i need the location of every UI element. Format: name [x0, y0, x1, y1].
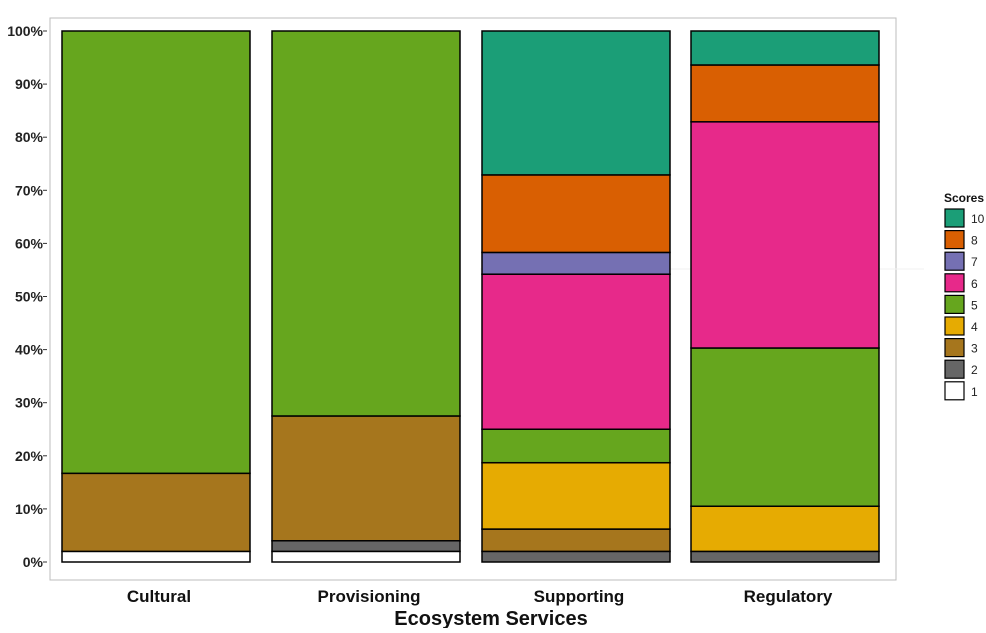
y-tick-label: 20%	[15, 448, 44, 464]
legend-key-score-10	[944, 208, 965, 228]
y-tick-label: 50%	[15, 289, 44, 305]
bar-segment-supporting-score-3	[481, 528, 671, 553]
bar-segment-provisioning-score-3	[271, 415, 461, 542]
bars-group	[61, 30, 880, 563]
x-axis: Cultural Provisioning Supporting Regulatory	[127, 587, 833, 606]
legend-key-score-1	[944, 381, 965, 401]
bar-segment-supporting-score-6	[481, 273, 671, 430]
bar-segment-supporting-score-5	[481, 428, 671, 464]
y-tick-label: 40%	[15, 342, 44, 358]
bar-segment-regulatory-score-6	[690, 121, 880, 349]
bar-segment-provisioning-score-5	[271, 30, 461, 417]
legend-label-score-8: 8	[971, 234, 978, 248]
bar-segment-regulatory-score-8	[690, 64, 880, 123]
y-tick-label: 100%	[7, 23, 43, 39]
bar-segment-regulatory-score-10	[690, 30, 880, 66]
bar-segment-cultural-score-3	[61, 472, 251, 553]
legend-key-score-6	[944, 273, 965, 293]
legend-label-score-7: 7	[971, 255, 978, 269]
x-tick-label-provisioning: Provisioning	[318, 587, 421, 606]
bar-segment-regulatory-score-5	[690, 347, 880, 507]
bar-segment-supporting-score-7	[481, 251, 671, 275]
bar-segment-supporting-score-10	[481, 30, 671, 176]
bar-segment-supporting-score-2	[481, 550, 671, 563]
legend-key-score-4	[944, 316, 965, 336]
legend-label-score-10: 10	[971, 212, 985, 226]
legend-key-score-2	[944, 359, 965, 379]
x-axis-title: Ecosystem Services	[394, 608, 587, 628]
legend-label-score-5: 5	[971, 298, 978, 312]
legend-key-score-3	[944, 338, 965, 358]
legend-label-score-3: 3	[971, 342, 978, 356]
y-tick-label: 30%	[15, 395, 44, 411]
legend: Scores 10 8 7 6 5 4 3 2 1	[944, 191, 985, 401]
bar-segment-cultural-score-5	[61, 30, 251, 475]
legend-key-score-8	[944, 230, 965, 250]
legend-label-score-4: 4	[971, 320, 978, 334]
legend-key-score-7	[944, 251, 965, 271]
bar-segment-supporting-score-4	[481, 461, 671, 530]
legend-title: Scores	[944, 191, 984, 205]
bar-segment-provisioning-score-1	[271, 550, 461, 563]
y-tick-label: 60%	[15, 235, 44, 251]
y-tick-label: 0%	[23, 554, 44, 570]
x-tick-label-cultural: Cultural	[127, 587, 191, 606]
bar-segment-regulatory-score-4	[690, 505, 880, 553]
x-tick-label-regulatory: Regulatory	[744, 587, 833, 606]
bar-segment-provisioning-score-2	[271, 540, 461, 553]
y-tick-label: 10%	[15, 501, 44, 517]
x-tick-label-supporting: Supporting	[534, 587, 625, 606]
bar-segment-cultural-score-1	[61, 550, 251, 563]
y-tick-label: 80%	[15, 129, 44, 145]
bar-segment-supporting-score-8	[481, 174, 671, 254]
plot-panel	[49, 17, 897, 581]
legend-label-score-6: 6	[971, 277, 978, 291]
legend-key-score-5	[944, 294, 965, 314]
bar-segment-regulatory-score-2	[690, 550, 880, 563]
legend-label-score-2: 2	[971, 363, 978, 377]
y-axis: 0% 10% 20% 30% 40% 50% 60% 70% 80% 90% 100%	[7, 23, 47, 570]
y-tick-label: 70%	[15, 182, 44, 198]
y-tick-label: 90%	[15, 76, 44, 92]
legend-label-score-1: 1	[971, 385, 978, 399]
